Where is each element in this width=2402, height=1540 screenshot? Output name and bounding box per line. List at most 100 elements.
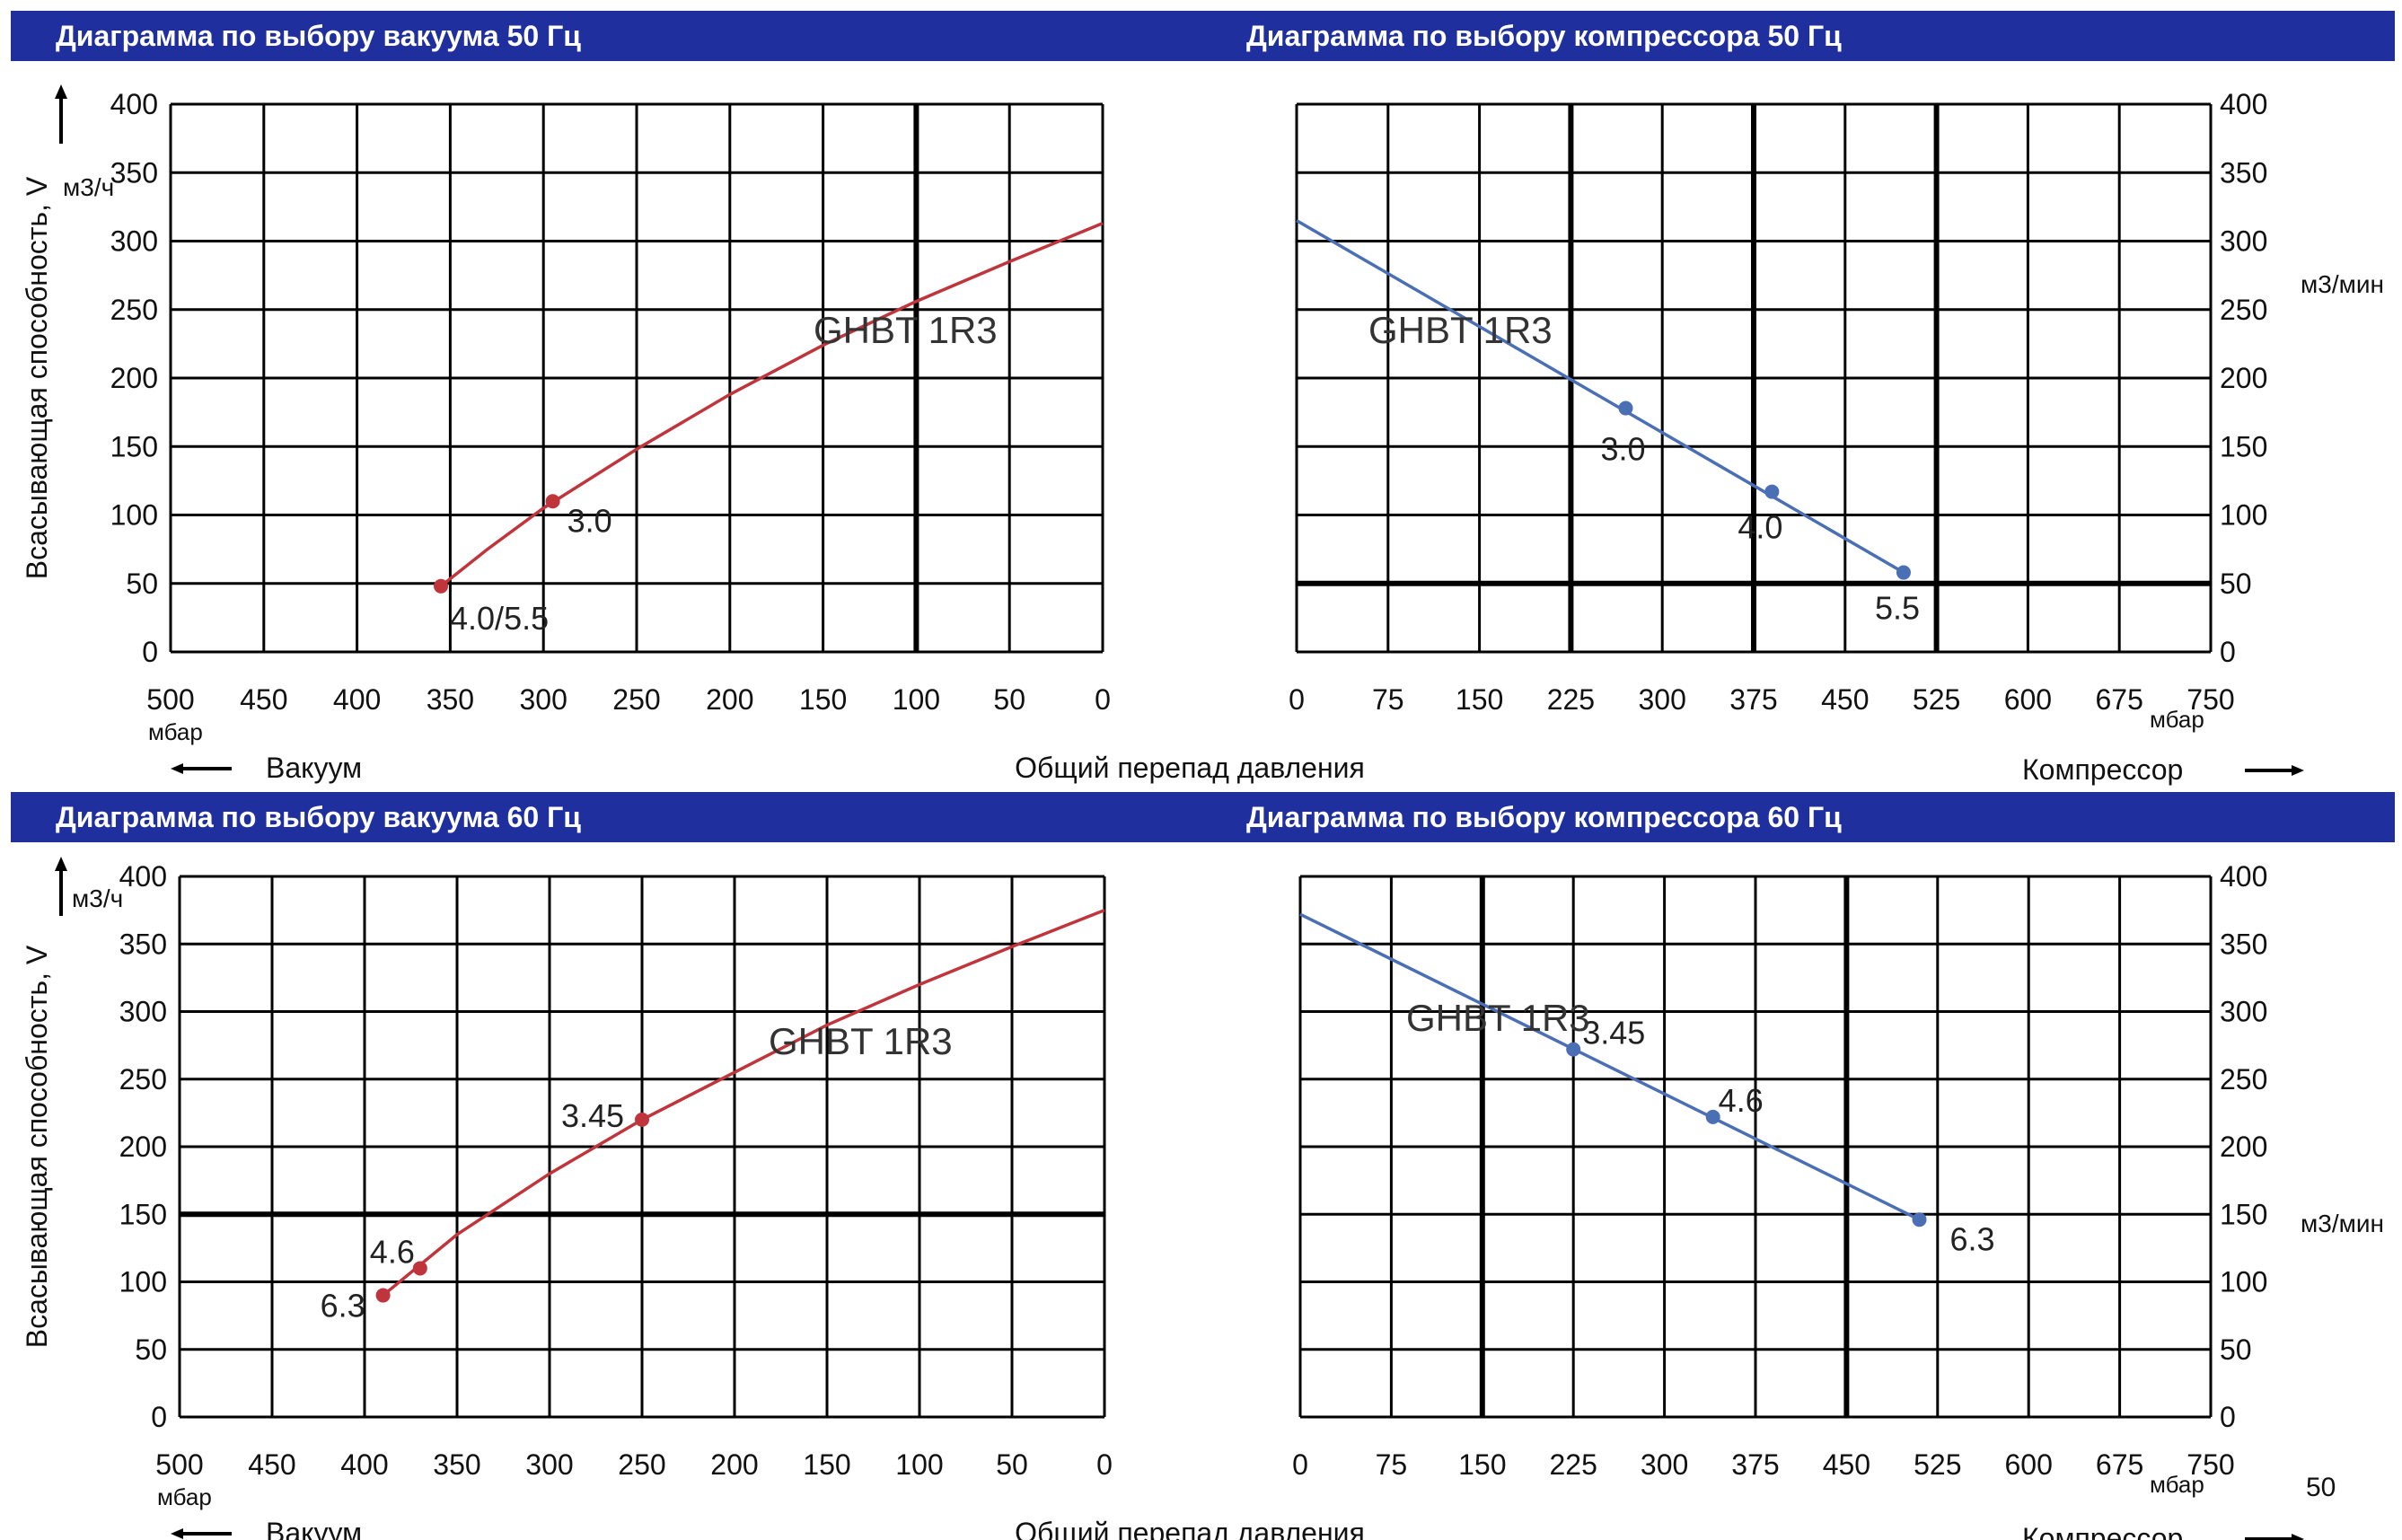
data-label: 4.6 bbox=[1719, 1082, 1764, 1119]
x-tick-label: 750 bbox=[2186, 683, 2234, 716]
series-line bbox=[382, 908, 1105, 1297]
data-label: 5.5 bbox=[1875, 590, 1920, 627]
y-tick-label: 400 bbox=[2220, 860, 2267, 893]
x-tick-label: 250 bbox=[612, 683, 660, 716]
y-tick-label: 150 bbox=[2220, 430, 2267, 462]
x-unit-label: мбар bbox=[148, 718, 203, 745]
band-title-right: Диаграмма по выбору компрессора 50 Гц bbox=[1246, 20, 1842, 52]
title-band bbox=[11, 792, 2395, 842]
x-tick-label: 300 bbox=[520, 683, 568, 716]
band-title-right: Диаграмма по выбору компрессора 60 Гц bbox=[1246, 801, 1842, 833]
x-tick-label: 250 bbox=[618, 1448, 665, 1481]
x-tick-label: 525 bbox=[1913, 683, 1960, 716]
y-tick-label: 200 bbox=[119, 1131, 167, 1163]
x-tick-label: 350 bbox=[433, 1448, 480, 1481]
y-axis-title: Всасывающая способность, V bbox=[21, 176, 53, 579]
y-axis-arrow-head bbox=[55, 857, 67, 871]
x-tick-label: 225 bbox=[1550, 1448, 1597, 1481]
data-point bbox=[434, 578, 449, 594]
y-tick-label: 200 bbox=[110, 362, 158, 394]
y-tick-label: 300 bbox=[110, 225, 158, 258]
y-tick-label: 50 bbox=[135, 1333, 167, 1366]
data-point bbox=[545, 494, 560, 509]
x-tick-label: 675 bbox=[2096, 683, 2143, 716]
compressor-arrow-head bbox=[2292, 765, 2304, 776]
band-title-left: Диаграмма по выбору вакуума 50 Гц bbox=[56, 20, 581, 52]
x-tick-label: 600 bbox=[2005, 1448, 2053, 1481]
x-tick-label: 50 bbox=[993, 683, 1025, 716]
bottom-label: Вакуум bbox=[266, 1517, 362, 1540]
data-label: 3.45 bbox=[561, 1097, 624, 1134]
x-tick-label: 400 bbox=[340, 1448, 388, 1481]
y-tick-label: 50 bbox=[2220, 1333, 2252, 1366]
y-tick-label: 250 bbox=[2220, 1063, 2267, 1096]
y-tick-label: 0 bbox=[2220, 1401, 2236, 1433]
y-tick-label: 50 bbox=[126, 568, 158, 600]
data-label: 3.0 bbox=[568, 502, 612, 539]
x-tick-label: 200 bbox=[710, 1448, 758, 1481]
x-tick-label: 0 bbox=[1289, 683, 1305, 716]
y-unit-label: м3/мин bbox=[2301, 270, 2384, 298]
y-tick-label: 150 bbox=[110, 430, 158, 462]
y-tick-label: 0 bbox=[2220, 636, 2236, 668]
x-tick-label: 75 bbox=[1372, 683, 1404, 716]
x-tick-label: 300 bbox=[525, 1448, 573, 1481]
x-tick-label: 200 bbox=[706, 683, 753, 716]
center-axis-label: Общий перепад давления bbox=[1015, 752, 1365, 784]
vacuum-arrow-head bbox=[171, 763, 183, 774]
y-tick-label: 350 bbox=[110, 156, 158, 189]
y-tick-label: 350 bbox=[119, 928, 167, 960]
series-line bbox=[1299, 912, 1921, 1221]
bottom-label: Компрессор bbox=[2022, 753, 2183, 786]
y-tick-label: 100 bbox=[2220, 499, 2267, 532]
y-tick-label: 250 bbox=[110, 294, 158, 326]
x-tick-label: 225 bbox=[1547, 683, 1595, 716]
y-tick-label: 300 bbox=[2220, 225, 2267, 258]
chart-panel-2: 0 75 150 225 300 375 450 525 600 675 750 0 50 100 150 2… bbox=[1015, 88, 2384, 786]
y-tick-label: 250 bbox=[119, 1063, 167, 1096]
y-unit-label: м3/мин bbox=[2301, 1210, 2384, 1237]
charts: 500 450 400 350 300 250 200 150 100 50 00501001502… bbox=[21, 84, 2384, 1540]
x-tick-label: 150 bbox=[803, 1448, 850, 1481]
y-tick-label: 400 bbox=[2220, 88, 2267, 120]
data-point bbox=[1912, 1212, 1927, 1228]
x-unit-label: мбар bbox=[2150, 1471, 2204, 1498]
x-tick-label: 500 bbox=[155, 1448, 203, 1481]
chart-panel-4: 0 75 150 225 300 375 450 525 600 675 750 0 50 100 150 2… bbox=[1015, 860, 2384, 1540]
y-tick-label: 0 bbox=[151, 1401, 167, 1433]
data-label: 4.6 bbox=[370, 1233, 415, 1270]
y-tick-label: 150 bbox=[2220, 1198, 2267, 1230]
data-point bbox=[1566, 1042, 1581, 1057]
x-tick-label: 750 bbox=[2186, 1448, 2234, 1481]
x-tick-label: 150 bbox=[799, 683, 847, 716]
x-tick-label: 150 bbox=[1458, 1448, 1506, 1481]
y-tick-label: 150 bbox=[119, 1198, 167, 1230]
data-label: 4.0/5.5 bbox=[450, 600, 549, 637]
data-point bbox=[412, 1261, 427, 1276]
series-name-label: GHBT 1R3 bbox=[814, 309, 998, 351]
vacuum-arrow-head bbox=[171, 1528, 183, 1539]
center-axis-label: Общий перепад давления bbox=[1015, 1517, 1365, 1540]
y-tick-label: 400 bbox=[110, 88, 158, 120]
series-name-label: GHBT 1R3 bbox=[1368, 309, 1553, 351]
title-band bbox=[11, 11, 2395, 61]
compressor-arrow-head bbox=[2292, 1534, 2304, 1540]
y-tick-label: 100 bbox=[110, 499, 158, 532]
x-tick-label: 50 bbox=[996, 1448, 1028, 1481]
y-tick-label: 350 bbox=[2220, 928, 2267, 960]
x-tick-label: 300 bbox=[1639, 683, 1686, 716]
x-tick-label: 0 bbox=[1096, 1448, 1113, 1481]
y-axis-title: Всасывающая способность, V bbox=[21, 945, 53, 1348]
x-tick-label: 375 bbox=[1731, 1448, 1779, 1481]
x-tick-label: 450 bbox=[1823, 1448, 1870, 1481]
series-line bbox=[439, 222, 1104, 588]
data-point bbox=[1896, 565, 1911, 580]
data-point bbox=[1764, 484, 1780, 499]
data-point bbox=[375, 1288, 391, 1303]
x-tick-label: 600 bbox=[2004, 683, 2052, 716]
data-label: 3.0 bbox=[1600, 431, 1645, 468]
x-unit-label: мбар bbox=[157, 1483, 212, 1510]
y-tick-label: 300 bbox=[2220, 996, 2267, 1028]
y-tick-label: 200 bbox=[2220, 1131, 2267, 1163]
